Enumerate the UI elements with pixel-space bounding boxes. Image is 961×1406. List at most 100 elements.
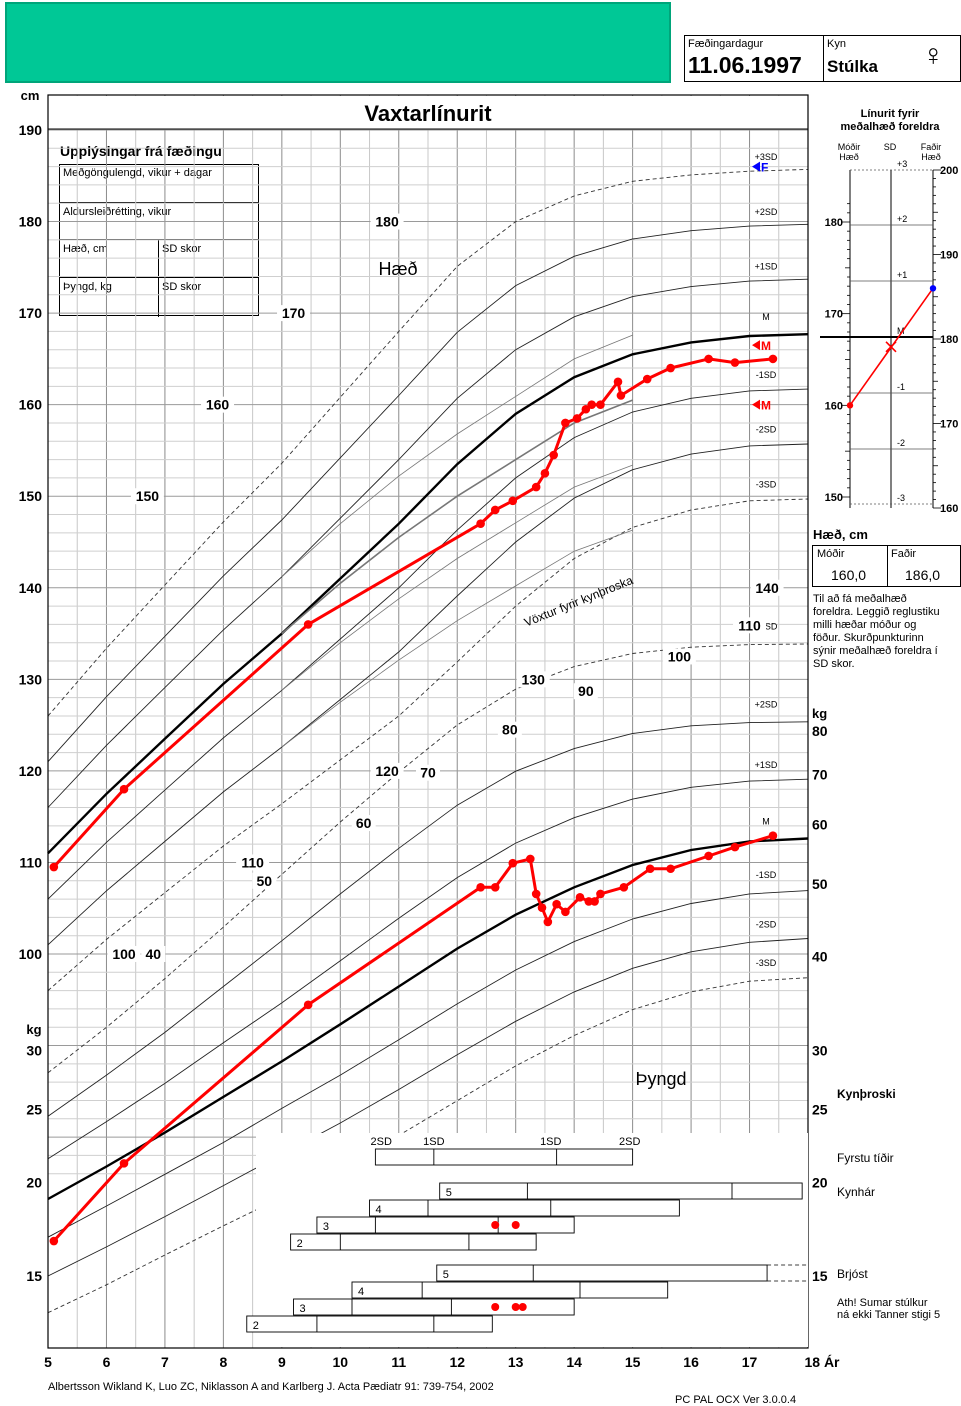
height-data-point xyxy=(768,354,778,364)
parent-panel-title: meðalhæð foreldra xyxy=(840,121,940,133)
puberty-stage-label: 4 xyxy=(376,1204,382,1216)
version-text: PC PAL OCX Ver 3.0.0.4 xyxy=(675,1394,797,1406)
parent-marker-icon xyxy=(752,161,760,172)
weight-ref-curve xyxy=(47,890,809,1238)
weight-inline-label-bg xyxy=(141,946,166,962)
puberty-stage-label: 5 xyxy=(443,1269,449,1281)
weight-data-point xyxy=(526,854,535,864)
weight-data-point xyxy=(590,897,599,906)
weight-inline-label: 90 xyxy=(578,683,594,699)
height-ref-curve xyxy=(47,168,809,717)
parent-height-box: Móðir Faðir 160,0 186,0 xyxy=(812,545,961,587)
height-section-label: Hæð xyxy=(378,259,417,279)
birth-weight-sd-label: SD skor xyxy=(162,281,202,293)
puberty-stage-label: 5 xyxy=(446,1187,452,1199)
mother-height-value: 160,0 xyxy=(831,567,867,583)
weight-tick-left: 15 xyxy=(26,1268,42,1284)
weight-data-point xyxy=(704,851,713,861)
puberty-stage-label: 2 xyxy=(253,1320,259,1332)
parent-marker-icon xyxy=(752,340,760,351)
puberty-bar xyxy=(374,1148,634,1166)
birth-weight-label: Þyngd, kg xyxy=(63,281,112,293)
sex-box: Kyn Stúlka ♀ xyxy=(823,35,961,82)
height-data-point xyxy=(531,482,541,492)
x-tick-label: 17 xyxy=(742,1354,758,1370)
mother-scale-label: 150 xyxy=(825,492,843,504)
mother-height-point xyxy=(846,402,854,409)
height-inline-label-bg xyxy=(516,671,550,688)
height-unit-label: cm xyxy=(21,88,40,103)
weight-tick-right: 80 xyxy=(812,723,828,739)
x-tick-label: 6 xyxy=(103,1354,111,1370)
height-inline-label: 120 xyxy=(375,763,399,779)
weight-sd-label: -2SD xyxy=(756,920,777,930)
x-tick-label: 12 xyxy=(449,1354,465,1370)
mid-parental-cross-icon xyxy=(885,341,897,353)
x-tick-label: 18 Ár xyxy=(804,1354,840,1370)
height-inline-label-bg xyxy=(370,213,404,230)
height-ref-curve xyxy=(47,223,809,763)
height-data-point xyxy=(730,358,740,367)
parent-height-title: Hæð, cm xyxy=(813,527,868,542)
chart-axes xyxy=(47,94,809,1349)
sd-tick-label: -2 xyxy=(897,438,905,448)
weight-inline-label: 50 xyxy=(257,873,273,889)
height-tick-label: 190 xyxy=(19,122,43,138)
weight-inline-label-bg xyxy=(573,683,598,700)
chart-labels: Vaxtarlínurit cm 100 110 120 130 140 150 160 170 1… xyxy=(19,88,840,1370)
puberty-bar xyxy=(316,1216,575,1234)
height-data-point xyxy=(587,400,596,409)
weight-data-point xyxy=(531,889,541,899)
puberty-scale-label: 1SD xyxy=(423,1136,444,1148)
weight-ref-curve xyxy=(47,721,809,1117)
birth-height-label: Hæð, cm xyxy=(63,243,108,255)
prepubertal-curve xyxy=(281,529,633,748)
height-data-point xyxy=(581,404,591,414)
weight-data-point xyxy=(575,893,585,902)
parent-col-label: Hæð xyxy=(839,152,859,162)
parent-marker-label: F xyxy=(761,161,768,175)
weight-data-point xyxy=(561,907,570,917)
x-tick-label: 16 xyxy=(683,1354,699,1370)
weight-ref-curve xyxy=(47,643,809,1074)
parent-marker-label: M xyxy=(761,339,771,353)
height-inline-label: 130 xyxy=(522,671,546,687)
weight-ref-curve xyxy=(47,778,809,1160)
weight-inline-label-bg xyxy=(733,617,767,634)
weight-tick-right: 40 xyxy=(812,949,828,965)
parent-note-line: SD skor. xyxy=(813,658,855,670)
height-sd-label: -3SD xyxy=(756,480,777,490)
height-data-point xyxy=(613,377,623,387)
weight-inline-label: 60 xyxy=(356,815,372,831)
height-data-point xyxy=(303,620,313,629)
weight-tick-left: 20 xyxy=(26,1174,42,1190)
puberty-stage-label: 4 xyxy=(358,1286,364,1298)
mother-scale-label: 160 xyxy=(825,400,843,412)
prepubertal-curve xyxy=(281,464,633,691)
puberty-scale-label: 2SD xyxy=(371,1136,392,1148)
patient-banner xyxy=(5,2,671,83)
weight-tick-right: 15 xyxy=(812,1268,828,1284)
x-tick-label: 15 xyxy=(625,1354,641,1370)
weight-inline-label-bg xyxy=(416,764,440,781)
father-scale-label: 190 xyxy=(940,250,958,262)
height-ref-curve xyxy=(47,443,809,946)
puberty-bar xyxy=(351,1281,669,1299)
age-correction-label: Aldursleiðrétting, vikur xyxy=(63,206,172,218)
height-data-point xyxy=(704,354,713,364)
puberty-note: Ath! Sumar stúlkur xyxy=(837,1297,928,1309)
prepubertal-curve xyxy=(281,334,633,578)
chart-title-area xyxy=(49,96,807,129)
weight-inline-label: 100 xyxy=(668,648,692,664)
puberty-stage-label: 2 xyxy=(297,1238,303,1250)
height-data-point xyxy=(490,505,500,515)
sd-tick-label: +3 xyxy=(897,159,907,169)
height-data-point xyxy=(119,784,129,794)
height-tick-label: 180 xyxy=(19,214,43,230)
parent-col-label: Faðir xyxy=(921,142,942,152)
height-inline-label-bg xyxy=(370,762,404,779)
sd-tick-label: M xyxy=(897,326,905,336)
weight-sd-label: M xyxy=(762,816,770,826)
x-tick-label: 5 xyxy=(44,1354,52,1370)
